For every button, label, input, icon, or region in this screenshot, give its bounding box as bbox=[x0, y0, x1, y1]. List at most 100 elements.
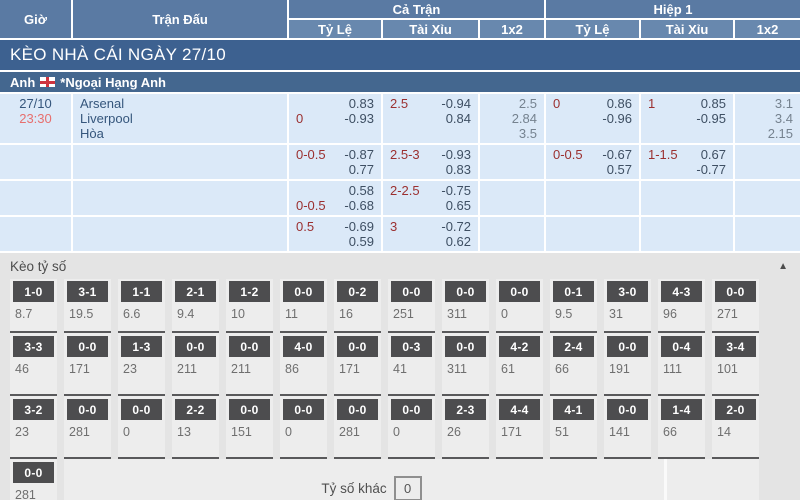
score-cell[interactable]: 1-0 8.7 bbox=[10, 279, 57, 333]
other-score-input[interactable]: 0 bbox=[393, 476, 422, 500]
odds-value[interactable]: 0.86 bbox=[606, 96, 632, 111]
score-cell[interactable]: 0-0 191 bbox=[604, 333, 651, 396]
odds-value[interactable]: -0.75 bbox=[441, 183, 471, 198]
odds-value[interactable]: 0.62 bbox=[445, 234, 471, 249]
score-cell[interactable]: 4-4 171 bbox=[496, 396, 543, 459]
score-odds: 0 bbox=[393, 425, 400, 439]
score-cell[interactable]: 0-4 111 bbox=[658, 333, 705, 396]
score-label: 4-3 bbox=[661, 281, 702, 302]
score-cell[interactable]: 0-2 16 bbox=[334, 279, 381, 333]
score-cell[interactable]: 2-2 13 bbox=[172, 396, 219, 459]
odds-value[interactable]: -0.93 bbox=[344, 111, 374, 126]
score-cell[interactable]: 0-0 151 bbox=[226, 396, 273, 459]
collapse-chevron-up-icon[interactable]: ▲ bbox=[778, 260, 788, 272]
score-cell[interactable]: 0-0 281 bbox=[334, 396, 381, 459]
score-cell[interactable]: 4-0 86 bbox=[280, 333, 327, 396]
score-cell[interactable]: 0-0 171 bbox=[334, 333, 381, 396]
score-cell[interactable]: 4-2 61 bbox=[496, 333, 543, 396]
odds-value-1x2[interactable]: 2.5 bbox=[518, 96, 537, 111]
score-cell[interactable]: 1-1 6.6 bbox=[118, 279, 165, 333]
score-cell[interactable]: 0-0 281 bbox=[64, 396, 111, 459]
correct-score-title: Kèo tỷ số bbox=[10, 258, 67, 274]
odds-value[interactable]: -0.69 bbox=[344, 219, 374, 234]
score-cell[interactable]: 3-3 46 bbox=[10, 333, 57, 396]
score-row: 1-0 8.7 3-1 19.5 1-1 6.6 2-1 9.4 1-2 10 0-0 11 0-2 16… bbox=[0, 279, 800, 333]
odds-value[interactable]: -0.68 bbox=[344, 198, 374, 213]
header-full-time: Cả Trận bbox=[288, 0, 546, 20]
cell-h1-handicap bbox=[545, 180, 641, 217]
odds-value[interactable]: -0.87 bbox=[344, 147, 374, 162]
score-cell[interactable]: 2-4 66 bbox=[550, 333, 597, 396]
score-row: 0-0 281 Tỷ số khác 0 bbox=[0, 459, 800, 500]
score-cell[interactable]: 3-4 101 bbox=[712, 333, 759, 396]
odds-value[interactable]: 0.58 bbox=[348, 183, 374, 198]
score-cell[interactable]: 4-3 96 bbox=[658, 279, 705, 333]
odds-value[interactable]: 0.84 bbox=[445, 111, 471, 126]
score-cell[interactable]: 0-0 251 bbox=[388, 279, 435, 333]
score-cell[interactable]: 1-4 66 bbox=[658, 396, 705, 459]
score-odds: 0 bbox=[123, 425, 130, 439]
score-cell[interactable]: 0-0 0 bbox=[388, 396, 435, 459]
odds-value[interactable]: -0.93 bbox=[441, 147, 471, 162]
match-teams-cell[interactable]: Arsenal Liverpool Hòa bbox=[72, 94, 289, 145]
odds-value[interactable]: -0.94 bbox=[441, 96, 471, 111]
score-cell[interactable]: 2-0 14 bbox=[712, 396, 759, 459]
score-cell[interactable]: 0-0 281 bbox=[10, 459, 57, 500]
odds-value[interactable]: 0.77 bbox=[348, 162, 374, 177]
odds-value[interactable]: -0.67 bbox=[602, 147, 632, 162]
score-label: 2-2 bbox=[175, 399, 216, 420]
odds-value[interactable]: 0.85 bbox=[700, 96, 726, 111]
league-bar[interactable]: Anh *Ngoại Hạng Anh bbox=[0, 72, 800, 94]
score-cell[interactable]: 2-1 9.4 bbox=[172, 279, 219, 333]
odds-value-1x2[interactable]: 3.5 bbox=[518, 126, 537, 141]
score-cell[interactable]: 0-0 171 bbox=[64, 333, 111, 396]
score-cell[interactable]: 0-0 0 bbox=[118, 396, 165, 459]
score-cell[interactable]: 2-3 26 bbox=[442, 396, 489, 459]
odds-value[interactable]: -0.77 bbox=[696, 162, 726, 177]
score-cell[interactable]: 3-0 31 bbox=[604, 279, 651, 333]
score-cell[interactable]: 0-0 211 bbox=[226, 333, 273, 396]
score-label: 0-2 bbox=[337, 281, 378, 302]
score-odds: 311 bbox=[447, 307, 467, 321]
odds-value[interactable]: 0.65 bbox=[445, 198, 471, 213]
score-cell[interactable]: 0-0 311 bbox=[442, 279, 489, 333]
score-label: 1-2 bbox=[229, 281, 270, 302]
odds-value[interactable]: 0.57 bbox=[606, 162, 632, 177]
handicap-label: 0-0.5 bbox=[553, 147, 583, 162]
score-cell[interactable]: 0-0 0 bbox=[280, 396, 327, 459]
score-cell[interactable]: 0-3 41 bbox=[388, 333, 435, 396]
score-cell[interactable]: 0-0 271 bbox=[712, 279, 759, 333]
cell-h1-over-under: 1-1.5 0.67 -0.77 bbox=[640, 144, 735, 181]
odds-value[interactable]: -0.96 bbox=[602, 111, 632, 126]
score-cell[interactable]: 3-2 23 bbox=[10, 396, 57, 459]
cell-ft-over-under: 2.5-3 -0.93 0.83 bbox=[382, 144, 480, 181]
odds-value[interactable]: -0.72 bbox=[441, 219, 471, 234]
odds-value-1x2[interactable]: 2.15 bbox=[767, 126, 793, 141]
cell-h1-handicap: 0 0.86 -0.96 bbox=[545, 94, 641, 145]
cell-ft-over-under: 2.5 -0.94 0.84 bbox=[382, 94, 480, 145]
score-odds: 171 bbox=[69, 362, 90, 376]
score-cell[interactable]: 0-0 0 bbox=[496, 279, 543, 333]
odds-value[interactable]: 0.83 bbox=[348, 96, 374, 111]
score-cell[interactable]: 0-0 211 bbox=[172, 333, 219, 396]
date-banner-title: KÈO NHÀ CÁI NGÀY 27/10 bbox=[10, 45, 227, 64]
odds-value[interactable]: 0.59 bbox=[348, 234, 374, 249]
odds-value-1x2[interactable]: 3.4 bbox=[774, 111, 793, 126]
odds-table-header: Giờ Trận Đấu Cả Trận Hiệp 1 Tỷ Lệ Tài Xỉ… bbox=[0, 0, 800, 40]
score-cell[interactable]: 1-3 23 bbox=[118, 333, 165, 396]
score-cell[interactable]: 0-0 11 bbox=[280, 279, 327, 333]
score-cell[interactable]: 0-0 311 bbox=[442, 333, 489, 396]
odds-value[interactable]: 0.83 bbox=[445, 162, 471, 177]
odds-value[interactable]: -0.95 bbox=[696, 111, 726, 126]
score-cell[interactable]: 1-2 10 bbox=[226, 279, 273, 333]
odds-value-1x2[interactable]: 3.1 bbox=[774, 96, 793, 111]
score-label: 3-1 bbox=[67, 281, 108, 302]
header-h1-over-under: Tài Xỉu bbox=[640, 19, 735, 40]
score-cell[interactable]: 0-1 9.5 bbox=[550, 279, 597, 333]
score-label: 0-0 bbox=[715, 281, 756, 302]
odds-value[interactable]: 0.67 bbox=[700, 147, 726, 162]
score-cell[interactable]: 3-1 19.5 bbox=[64, 279, 111, 333]
score-cell[interactable]: 0-0 141 bbox=[604, 396, 651, 459]
score-cell[interactable]: 4-1 51 bbox=[550, 396, 597, 459]
odds-value-1x2[interactable]: 2.84 bbox=[511, 111, 537, 126]
